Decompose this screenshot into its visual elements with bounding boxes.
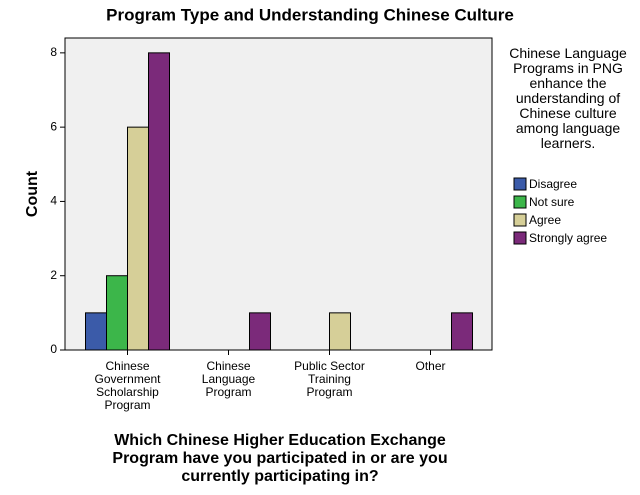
bar xyxy=(127,126,149,351)
legend-swatch xyxy=(513,195,527,209)
bar xyxy=(451,312,473,351)
bar xyxy=(249,312,271,351)
y-tick-label: 4 xyxy=(50,194,57,208)
legend-label: Strongly agree xyxy=(529,231,607,245)
y-tick-label: 6 xyxy=(50,119,57,133)
legend-swatch xyxy=(513,231,527,245)
x-tick-label: Chinese Government Scholarship Program xyxy=(94,359,161,412)
bar xyxy=(106,275,128,351)
y-tick-label: 8 xyxy=(50,45,57,59)
legend-label: Not sure xyxy=(529,195,575,209)
y-axis-title: Count xyxy=(24,170,41,217)
x-tick-label: Chinese Language Program xyxy=(201,359,256,399)
y-tick-label: 0 xyxy=(50,342,57,356)
chart-title: Program Type and Understanding Chinese C… xyxy=(106,5,514,24)
legend-swatch xyxy=(513,177,527,191)
x-axis-title: Which Chinese Higher Education Exchange … xyxy=(112,432,448,485)
legend-label: Disagree xyxy=(529,177,577,191)
legend-label: Agree xyxy=(529,213,561,227)
y-tick-label: 2 xyxy=(50,268,57,282)
x-tick-label: Other xyxy=(415,359,446,373)
bar xyxy=(148,52,170,351)
x-tick-label: Public Sector Training Program xyxy=(294,359,365,399)
bar xyxy=(85,312,107,351)
legend-swatch xyxy=(513,213,527,227)
legend-title: Chinese Language Programs in PNG enhance… xyxy=(509,45,627,151)
bar xyxy=(329,312,351,351)
